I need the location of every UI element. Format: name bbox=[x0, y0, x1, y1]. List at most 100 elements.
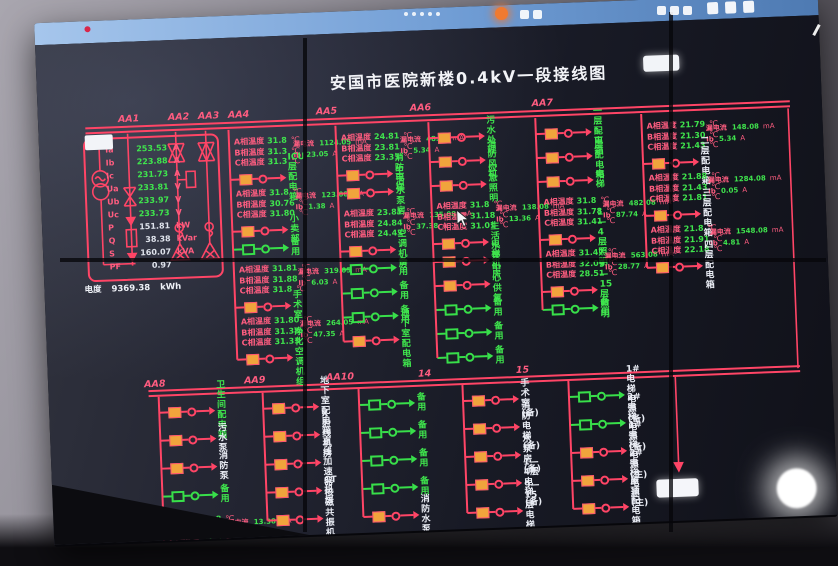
breaker-square[interactable] bbox=[444, 303, 458, 316]
arrow-line bbox=[574, 179, 588, 182]
breaker-square[interactable] bbox=[577, 390, 592, 403]
breaker-square[interactable] bbox=[351, 311, 365, 323]
breaker-square[interactable] bbox=[368, 426, 383, 439]
breaker-square[interactable] bbox=[273, 430, 287, 442]
breaker-square[interactable] bbox=[350, 287, 365, 299]
breaker-square[interactable] bbox=[370, 454, 384, 467]
feeder-stub bbox=[643, 162, 653, 165]
feeder-stub bbox=[572, 479, 582, 482]
breaker-square[interactable] bbox=[170, 462, 184, 474]
window-icons bbox=[657, 6, 692, 15]
feeder-row: 备用 bbox=[437, 345, 505, 366]
status-circle bbox=[601, 502, 611, 513]
bus2-label-AA10: AA10 bbox=[325, 371, 355, 384]
breaker-square[interactable] bbox=[473, 450, 488, 463]
breaker-square[interactable] bbox=[246, 353, 260, 365]
status-circle bbox=[672, 210, 683, 220]
feeder-row: 小卖部 bbox=[232, 214, 300, 245]
feeder-row: 备用 bbox=[341, 281, 409, 302]
breaker-square[interactable] bbox=[579, 446, 594, 459]
arrow-line bbox=[198, 465, 212, 469]
window-icon[interactable] bbox=[724, 1, 737, 14]
status-circle bbox=[567, 234, 578, 244]
feeder-stub bbox=[464, 427, 474, 431]
breaker-square[interactable] bbox=[241, 243, 256, 255]
status-circle bbox=[365, 169, 375, 180]
breaker-square[interactable] bbox=[443, 279, 457, 292]
breaker-square[interactable] bbox=[275, 486, 289, 498]
feeder-stub bbox=[235, 306, 245, 309]
breaker-square[interactable] bbox=[239, 173, 253, 185]
feeder-row: 消防风机 bbox=[429, 140, 498, 180]
feeder-stub bbox=[539, 238, 549, 241]
status-circle bbox=[292, 430, 302, 441]
breaker-square[interactable] bbox=[653, 209, 668, 222]
arrow-line bbox=[499, 398, 514, 401]
feeder-row: 卫生间配电箱 bbox=[159, 380, 227, 440]
breaker-square[interactable] bbox=[438, 155, 453, 168]
breaker-square[interactable] bbox=[439, 179, 453, 192]
arrow-line bbox=[473, 331, 487, 334]
feeder-AA3-symbols bbox=[197, 130, 221, 260]
feeder-stub bbox=[435, 308, 445, 312]
titlebar-icons[interactable] bbox=[706, 0, 755, 15]
feeder-stub bbox=[361, 459, 371, 463]
breaker-square[interactable] bbox=[476, 506, 490, 519]
arrow-line bbox=[469, 241, 484, 244]
feeder-label: 应急照明 bbox=[487, 163, 499, 204]
status-circle bbox=[596, 391, 607, 401]
feeder-stub bbox=[466, 483, 476, 486]
breaker-square[interactable] bbox=[371, 482, 385, 495]
feeder-stub bbox=[536, 156, 546, 160]
breaker-square[interactable] bbox=[349, 245, 363, 257]
breaker-square[interactable] bbox=[548, 233, 563, 246]
feeder-stub bbox=[463, 399, 473, 403]
breaker-square[interactable] bbox=[441, 237, 456, 250]
status-circle bbox=[462, 280, 472, 290]
breaker-square[interactable] bbox=[346, 169, 360, 181]
breaker-square[interactable] bbox=[346, 187, 361, 199]
bottom-button[interactable] bbox=[656, 478, 699, 498]
breaker-square[interactable] bbox=[551, 303, 565, 316]
breaker-square[interactable] bbox=[274, 458, 288, 470]
breaker-square[interactable] bbox=[582, 502, 596, 515]
arrow-line bbox=[471, 283, 485, 286]
breaker-square[interactable] bbox=[271, 402, 286, 414]
feeder-row: 备用 bbox=[359, 392, 426, 413]
arrow-line bbox=[267, 176, 281, 180]
breaker-square[interactable] bbox=[169, 434, 183, 446]
breaker-square[interactable] bbox=[168, 406, 182, 418]
breaker-square[interactable] bbox=[580, 474, 595, 487]
breaker-square[interactable] bbox=[372, 510, 386, 523]
window-icon[interactable] bbox=[706, 1, 719, 15]
breaker-square[interactable] bbox=[276, 514, 290, 526]
breaker-square[interactable] bbox=[546, 175, 560, 188]
breaker-square[interactable] bbox=[545, 151, 559, 164]
breaker-square[interactable] bbox=[544, 127, 559, 140]
arrow-line bbox=[270, 246, 284, 250]
breaker-square[interactable] bbox=[241, 225, 255, 237]
status-circle bbox=[565, 176, 575, 186]
feeder-row: 生活水泵房 bbox=[337, 166, 406, 216]
breaker-square[interactable] bbox=[445, 327, 459, 340]
breaker-square[interactable] bbox=[472, 422, 487, 435]
breaker-square[interactable] bbox=[578, 418, 593, 431]
breaker-square[interactable] bbox=[550, 285, 565, 298]
breaker-square[interactable] bbox=[437, 131, 452, 144]
feeder-stub bbox=[645, 214, 655, 217]
breaker-square[interactable] bbox=[475, 478, 489, 491]
breaker-square[interactable] bbox=[471, 394, 486, 407]
breaker-square[interactable] bbox=[352, 335, 366, 347]
breaker-square[interactable] bbox=[367, 398, 382, 411]
feeder-stub bbox=[159, 411, 169, 414]
breaker-square[interactable] bbox=[349, 263, 364, 275]
breaker-square[interactable] bbox=[651, 157, 666, 170]
incomer-button[interactable] bbox=[84, 134, 114, 151]
breaker-square[interactable] bbox=[244, 301, 258, 313]
header-button[interactable] bbox=[642, 54, 680, 72]
window-icon[interactable] bbox=[742, 0, 755, 14]
breaker-square[interactable] bbox=[446, 351, 460, 364]
breaker-square[interactable] bbox=[171, 490, 185, 502]
status-circle bbox=[494, 479, 504, 489]
breaker-square[interactable] bbox=[655, 261, 670, 274]
